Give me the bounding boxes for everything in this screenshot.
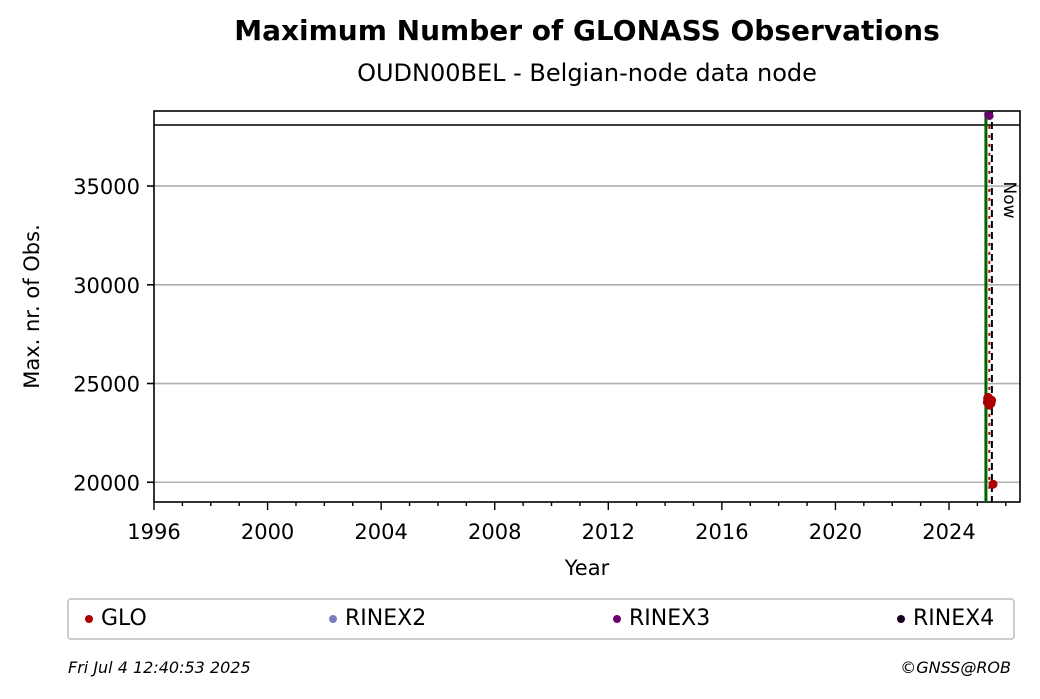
- legend: GLO RINEX2 RINEX3 RINEX4: [67, 598, 1015, 640]
- point-glo-7: [988, 479, 998, 489]
- x-tick-label-2016: 2016: [695, 520, 748, 544]
- legend-item-rinex4: RINEX4: [897, 606, 994, 631]
- now-label: Now: [999, 181, 1019, 218]
- chart-subtitle: OUDN00BEL - Belgian-node data node: [357, 59, 817, 87]
- x-tick-label-2008: 2008: [468, 520, 521, 544]
- x-tick-label-2024: 2024: [922, 520, 975, 544]
- point-glo-9: [985, 397, 995, 407]
- legend-label-rinex3: RINEX3: [629, 606, 711, 631]
- legend-item-glo: GLO: [85, 606, 147, 631]
- legend-marker-rinex3: [613, 614, 621, 623]
- legend-label-rinex4: RINEX4: [913, 606, 995, 631]
- chart-title: Maximum Number of GLONASS Observations: [234, 14, 940, 47]
- x-tick-label-2012: 2012: [582, 520, 635, 544]
- point-rinex3-1: [985, 111, 994, 120]
- y-axis-label: Max. nr. of Obs.: [20, 224, 44, 389]
- y-tick-label-35000: 35000: [73, 175, 140, 199]
- y-tick-label-30000: 30000: [73, 274, 140, 298]
- x-tick-label-2000: 2000: [241, 520, 294, 544]
- footer-timestamp: Fri Jul 4 12:40:53 2025: [68, 658, 251, 677]
- footer-credit: ©GNSS@ROB: [900, 658, 1011, 677]
- x-tick-label-2004: 2004: [354, 520, 407, 544]
- x-tick-label-2020: 2020: [809, 520, 862, 544]
- y-tick-label-25000: 25000: [73, 373, 140, 397]
- legend-item-rinex2: RINEX2: [329, 606, 426, 631]
- x-axis-label: Year: [564, 556, 610, 580]
- legend-label-rinex2: RINEX2: [345, 606, 427, 631]
- legend-marker-glo: [85, 614, 93, 623]
- legend-label-glo: GLO: [101, 606, 147, 631]
- y-tick-label-20000: 20000: [73, 471, 140, 495]
- legend-item-rinex3: RINEX3: [613, 606, 710, 631]
- legend-marker-rinex4: [897, 614, 905, 623]
- x-tick-label-1996: 1996: [127, 520, 180, 544]
- plot-frame: [153, 110, 1021, 503]
- legend-marker-rinex2: [329, 614, 337, 623]
